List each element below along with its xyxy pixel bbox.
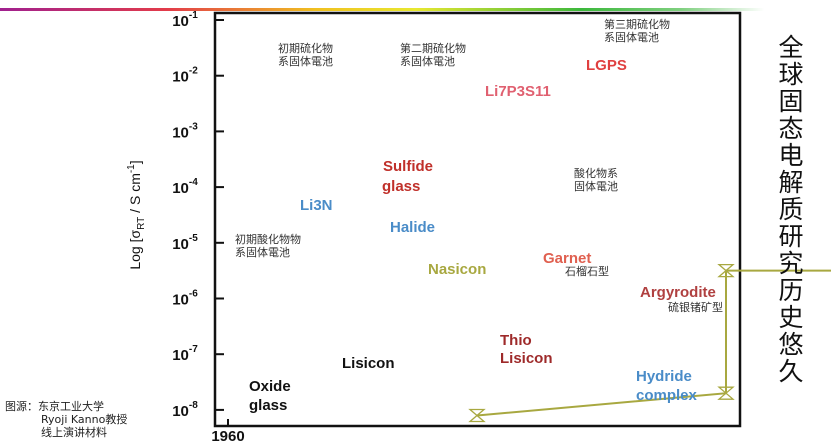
side-title-char: 研 — [778, 222, 804, 251]
annotation-text: 硫银锗矿型 — [668, 300, 723, 314]
side-title-char: 球 — [778, 60, 804, 89]
y-tick-base: 10 — [172, 403, 189, 420]
hourglass-marker — [468, 408, 486, 423]
y-tick-base: 10 — [172, 13, 189, 30]
annotation-text: 系固体電池 — [604, 30, 659, 44]
side-title-char: 全 — [778, 33, 804, 62]
y-tick-exp: -7 — [189, 344, 198, 355]
hourglass-marker — [717, 263, 735, 278]
annotation-text: 固体電池 — [574, 179, 618, 193]
series-label: Li3N — [300, 197, 333, 214]
annotation-text: 系固体電池 — [278, 54, 333, 68]
series-label: Lisicon — [500, 350, 553, 367]
y-tick-exp: -3 — [189, 121, 198, 132]
side-title-char: 固 — [778, 87, 804, 116]
y-tick-label: 10-5 — [172, 233, 198, 253]
y-tick-base: 10 — [172, 180, 189, 197]
side-title-char: 电 — [778, 141, 804, 170]
y-tick-label: 10-4 — [172, 177, 198, 197]
y-tick-exp: -4 — [189, 177, 198, 188]
side-title-char: 久 — [778, 357, 804, 386]
series-label: glass — [382, 178, 420, 195]
series-oxide-glass — [468, 263, 831, 423]
y-tick-label: 10-8 — [172, 400, 198, 420]
series-layer — [468, 263, 831, 423]
series-label: Thio — [500, 332, 532, 349]
label-layer: Li3N Halide Sulfide glass Nasicon Lisicon Oxid… — [235, 17, 723, 414]
x-tick-label: 1960 — [211, 428, 244, 443]
y-tick-label: 10-2 — [172, 66, 198, 86]
series-label: Hydride — [636, 368, 692, 385]
side-title-char: 解 — [778, 168, 804, 197]
plot-frame — [213, 11, 742, 428]
y-tick-base: 10 — [172, 236, 189, 253]
y-tick-label: 10-1 — [172, 10, 198, 30]
y-tick-exp: -8 — [189, 400, 198, 411]
y-axis-label: Log [σRT / S cm-1] — [126, 160, 147, 269]
y-tick-exp: -1 — [189, 10, 198, 21]
annotation-text: 系固体電池 — [235, 245, 290, 259]
y-tick-label: 10-7 — [172, 344, 198, 364]
y-tick-base: 10 — [172, 347, 189, 364]
source-note: 图源：东京工业大学 Ryoji Kanno教授 线上演讲材料 — [5, 400, 127, 439]
side-title-char: 历 — [778, 276, 804, 305]
annotation-text: 初期硫化物 — [278, 41, 333, 55]
series-label: Garnet — [543, 250, 591, 267]
annotation-text: 系固体電池 — [400, 54, 455, 68]
series-label: glass — [249, 397, 287, 414]
annotation-text: 石榴石型 — [565, 264, 609, 278]
source-line: 图源：东京工业大学 — [5, 400, 104, 413]
top-gradient-bar — [0, 8, 831, 11]
hourglass-marker — [717, 386, 735, 400]
y-tick-label: 10-3 — [172, 121, 198, 141]
y-tick-exp: -6 — [189, 289, 198, 300]
y-tick-label: 10-6 — [172, 289, 198, 309]
annotation-text: 初期酸化物物 — [235, 232, 301, 246]
series-label: LGPS — [586, 57, 627, 74]
side-title-char: 态 — [778, 114, 804, 143]
side-title-char: 史 — [778, 303, 804, 332]
series-label: Lisicon — [342, 355, 395, 372]
y-tick-base: 10 — [172, 292, 189, 309]
annotation-text: 酸化物系 — [574, 166, 618, 180]
series-label: Sulfide — [383, 158, 433, 175]
y-tick-exp: -2 — [189, 66, 198, 77]
side-title-char: 悠 — [778, 330, 804, 359]
series-label: Oxide — [249, 378, 291, 395]
y-tick-base: 10 — [172, 124, 189, 141]
annotation-text: 第三期硫化物 — [604, 17, 670, 31]
y-tick-exp: -5 — [189, 233, 198, 244]
series-label: Li7P3S11 — [485, 83, 551, 100]
side-title-char: 质 — [778, 195, 804, 224]
series-label: Nasicon — [428, 261, 486, 278]
side-title: 全球固态电解质研究历史悠久 — [776, 34, 806, 385]
axes: 196019701980199020002010202010-110-210-3… — [172, 10, 742, 443]
series-label: Argyrodite — [640, 284, 716, 301]
annotation-text: 第二期硫化物 — [400, 41, 466, 55]
side-title-char: 究 — [778, 249, 804, 278]
series-label: complex — [636, 387, 698, 404]
series-label: Halide — [390, 219, 435, 236]
source-line: Ryoji Kanno教授 — [41, 413, 128, 426]
y-tick-base: 10 — [172, 69, 189, 86]
source-line: 线上演讲材料 — [41, 426, 107, 439]
